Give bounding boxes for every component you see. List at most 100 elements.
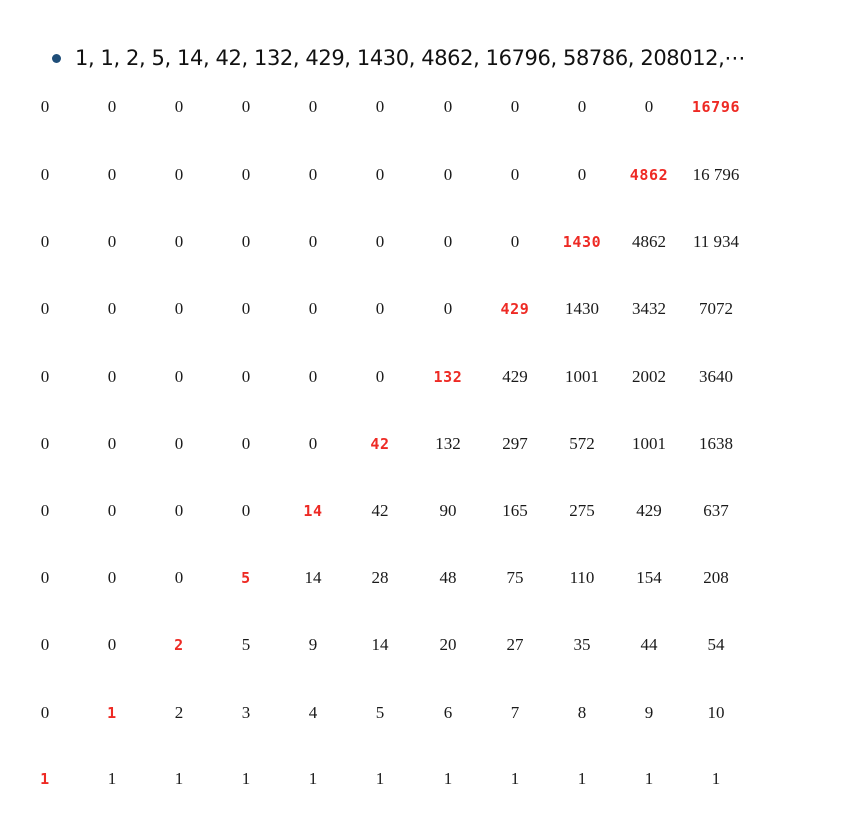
table-cell: 6: [443, 703, 453, 722]
table-cell: 90: [439, 501, 457, 520]
table-cell: 1638: [699, 434, 733, 453]
table-cell: 572: [569, 434, 595, 453]
table-cell: 0: [308, 299, 318, 318]
table-cell: 1: [577, 769, 587, 788]
table-cell: 35: [573, 635, 591, 654]
table-cell: 5: [375, 703, 385, 722]
table-cell: 1: [241, 769, 251, 788]
table-cell: 0: [40, 635, 50, 654]
table-cell: 3: [241, 703, 251, 722]
table-cell: 8: [577, 703, 587, 722]
table-cell: 16 796: [692, 165, 740, 184]
table-cell: 0: [107, 568, 117, 587]
table-cell: 0: [174, 165, 184, 184]
table-cell: 0: [107, 501, 117, 520]
table-cell: 132: [435, 434, 461, 453]
table-cell: 637: [703, 501, 729, 520]
table-cell: 11 934: [692, 232, 740, 251]
table-cell: 0: [107, 635, 117, 654]
catalan-sequence-text: 1, 1, 2, 5, 14, 42, 132, 429, 1430, 4862…: [75, 46, 745, 70]
table-cell: 0: [174, 97, 184, 116]
table-cell: 0: [375, 97, 385, 116]
table-cell: 0: [40, 367, 50, 386]
table-cell: 20: [439, 635, 457, 654]
table-cell: 0: [577, 97, 587, 116]
table-cell: 1: [510, 769, 520, 788]
table-cell: 42: [371, 501, 389, 520]
table-cell: 27: [506, 635, 524, 654]
table-cell: 0: [375, 367, 385, 386]
table-cell: 0: [40, 165, 50, 184]
table-cell: 0: [107, 434, 117, 453]
table-cell: 0: [174, 568, 184, 587]
table-cell: 4862: [632, 232, 666, 251]
diagonal-catalan-cell: 2: [174, 636, 184, 654]
table-cell: 0: [443, 165, 453, 184]
table-cell: 1001: [632, 434, 666, 453]
table-cell: 275: [569, 501, 595, 520]
table-cell: 208: [703, 568, 729, 587]
table-cell: 0: [510, 165, 520, 184]
table-cell: 0: [174, 367, 184, 386]
table-cell: 0: [241, 232, 251, 251]
table-cell: 0: [644, 97, 654, 116]
table-cell: 14: [371, 635, 389, 654]
table-cell: 1: [644, 769, 654, 788]
diagonal-catalan-cell: 14: [303, 502, 323, 520]
table-cell: 2: [174, 703, 184, 722]
table-cell: 0: [308, 232, 318, 251]
diagonal-catalan-cell: 42: [370, 435, 390, 453]
table-cell: 0: [40, 434, 50, 453]
table-cell: 0: [443, 232, 453, 251]
table-cell: 0: [308, 165, 318, 184]
table-cell: 110: [569, 568, 595, 587]
table-cell: 2002: [632, 367, 666, 386]
table-cell: 1430: [565, 299, 599, 318]
table-cell: 0: [40, 232, 50, 251]
table-cell: 0: [241, 367, 251, 386]
table-cell: 54: [707, 635, 725, 654]
table-cell: 429: [502, 367, 528, 386]
table-cell: 48: [439, 568, 457, 587]
table-cell: 14: [304, 568, 322, 587]
table-cell: 1001: [565, 367, 599, 386]
bullet-list-item: 1, 1, 2, 5, 14, 42, 132, 429, 1430, 4862…: [52, 40, 745, 76]
table-cell: 0: [241, 97, 251, 116]
table-cell: 0: [107, 232, 117, 251]
table-cell: 0: [241, 501, 251, 520]
table-cell: 1: [443, 769, 453, 788]
table-cell: 0: [308, 97, 318, 116]
table-cell: 0: [241, 434, 251, 453]
table-cell: 429: [636, 501, 662, 520]
bullet-dot-icon: [52, 53, 61, 63]
table-cell: 0: [443, 299, 453, 318]
table-cell: 154: [636, 568, 662, 587]
table-cell: 0: [174, 232, 184, 251]
table-cell: 75: [506, 568, 524, 587]
diagonal-catalan-cell: 16796: [691, 98, 741, 116]
table-cell: 0: [40, 299, 50, 318]
diagonal-catalan-cell: 1430: [562, 233, 602, 251]
table-cell: 0: [510, 232, 520, 251]
table-cell: 1: [375, 769, 385, 788]
table-cell: 0: [174, 434, 184, 453]
table-cell: 297: [502, 434, 528, 453]
table-cell: 0: [308, 367, 318, 386]
table-cell: 0: [443, 97, 453, 116]
diagonal-catalan-cell: 132: [433, 368, 463, 386]
diagonal-catalan-cell: 4862: [629, 166, 669, 184]
table-cell: 1: [107, 769, 117, 788]
table-cell: 5: [241, 635, 251, 654]
table-cell: 0: [241, 299, 251, 318]
table-cell: 0: [174, 501, 184, 520]
table-cell: 0: [241, 165, 251, 184]
table-cell: 1: [174, 769, 184, 788]
diagonal-catalan-cell: 5: [241, 569, 251, 587]
table-cell: 0: [40, 703, 50, 722]
table-cell: 0: [375, 299, 385, 318]
table-cell: 0: [375, 165, 385, 184]
table-cell: 3640: [699, 367, 733, 386]
table-cell: 1: [308, 769, 318, 788]
table-cell: 0: [40, 568, 50, 587]
